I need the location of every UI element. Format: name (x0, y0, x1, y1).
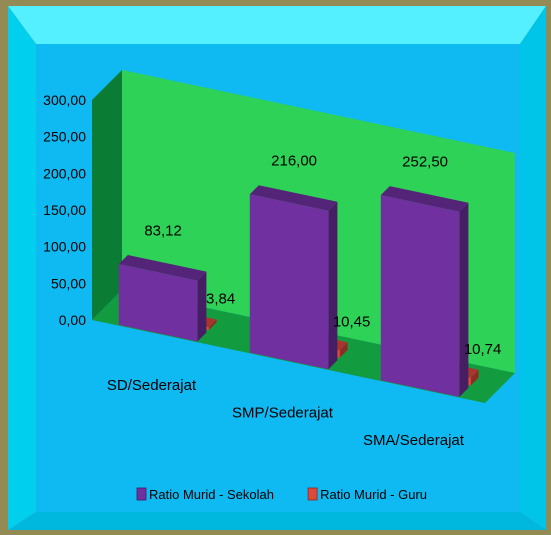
bar-side (197, 271, 207, 342)
legend-swatch (136, 487, 147, 501)
category-label: SMA/Sederajat (363, 432, 465, 449)
bar (380, 186, 469, 397)
bar-top (249, 185, 338, 211)
bar-front (249, 194, 329, 370)
y-tick-label: 50,00 (51, 275, 86, 291)
y-tick-label: 150,00 (43, 202, 86, 218)
y-tick-label: 100,00 (43, 239, 86, 255)
category-label: SMP/Sederajat (232, 405, 334, 422)
bar-top (118, 255, 207, 281)
y-tick-label: 300,00 (43, 92, 86, 108)
legend-swatch (307, 487, 318, 501)
category-label: SD/Sederajat (107, 377, 197, 394)
data-label: 10,74 (464, 341, 502, 358)
data-label: 216,00 (271, 153, 317, 170)
bar (118, 255, 207, 342)
bar-side (339, 342, 348, 358)
y-tick-label: 250,00 (43, 129, 86, 145)
bevel-bottom (8, 512, 546, 530)
data-label: 3,84 (206, 291, 235, 308)
side-wall (92, 70, 122, 320)
bar (249, 185, 338, 370)
legend-label: Ratio Murid - Guru (320, 487, 427, 502)
bar-top (380, 186, 469, 212)
legend-label: Ratio Murid - Sekolah (149, 487, 274, 502)
bar-side (328, 201, 338, 370)
bar-front (380, 195, 460, 397)
bevel-top (8, 6, 546, 44)
y-tick-label: 0,00 (59, 312, 86, 328)
data-label: 83,12 (144, 222, 182, 239)
bar-front (118, 264, 198, 342)
bevel-right (520, 6, 546, 530)
bar-side (459, 202, 469, 397)
bevel-left (8, 6, 36, 530)
bar-side (208, 319, 217, 331)
y-tick-label: 200,00 (43, 165, 86, 181)
bar-side (470, 369, 479, 386)
data-label: 252,50 (402, 153, 448, 170)
data-label: 10,45 (333, 313, 371, 330)
